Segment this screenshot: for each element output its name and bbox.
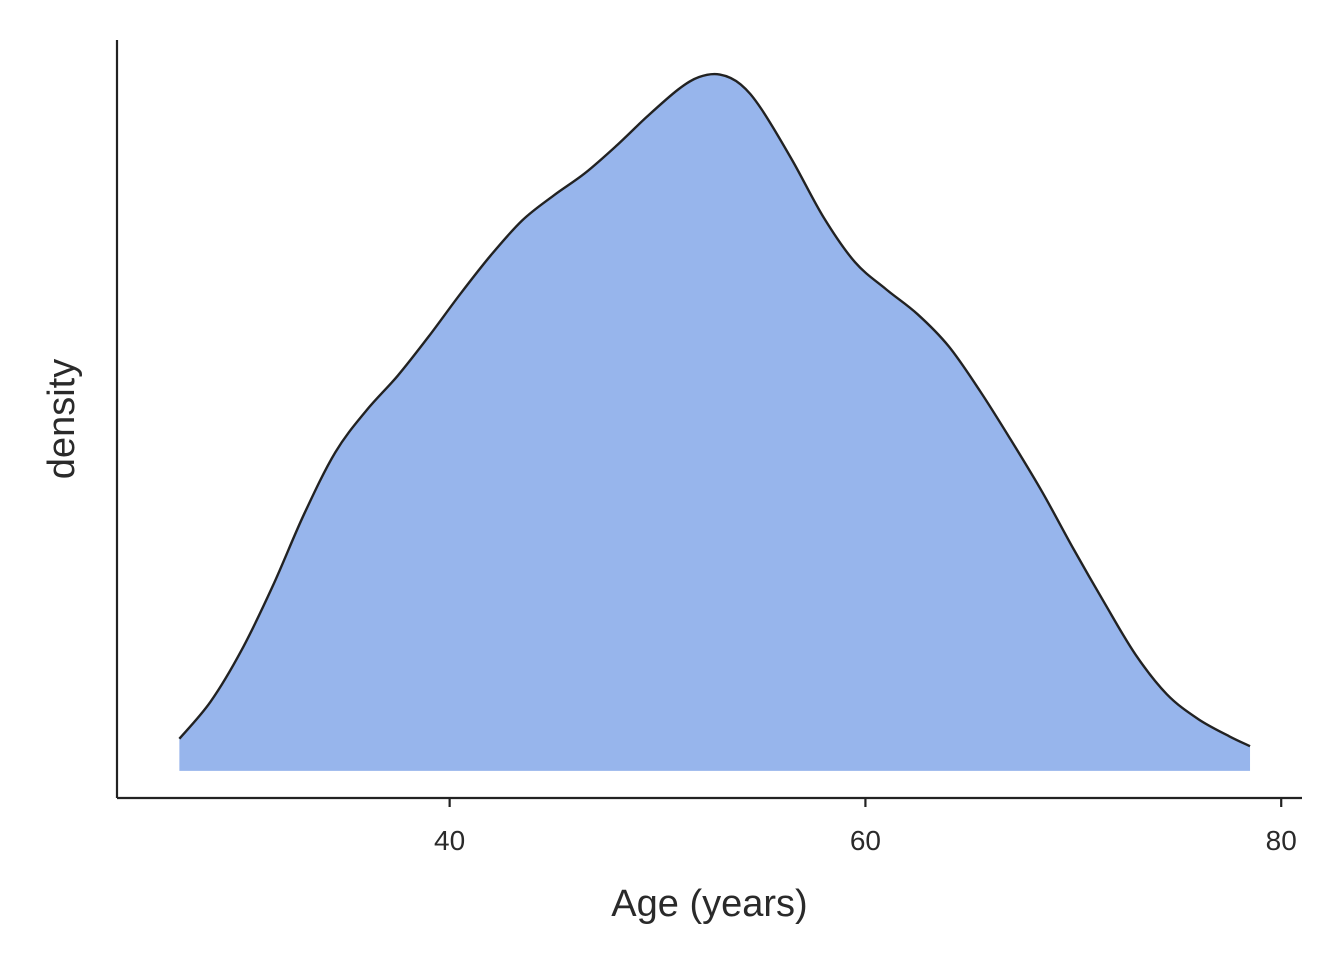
x-tick-label: 40 — [434, 825, 465, 856]
x-tick-label: 60 — [850, 825, 881, 856]
y-axis-title: density — [41, 359, 83, 479]
x-axis-ticks: 40 60 80 — [434, 798, 1297, 856]
x-axis-title: Age (years) — [611, 883, 807, 925]
density-curve — [178, 72, 1251, 748]
density-area — [179, 74, 1251, 771]
x-tick-label: 80 — [1266, 825, 1297, 856]
